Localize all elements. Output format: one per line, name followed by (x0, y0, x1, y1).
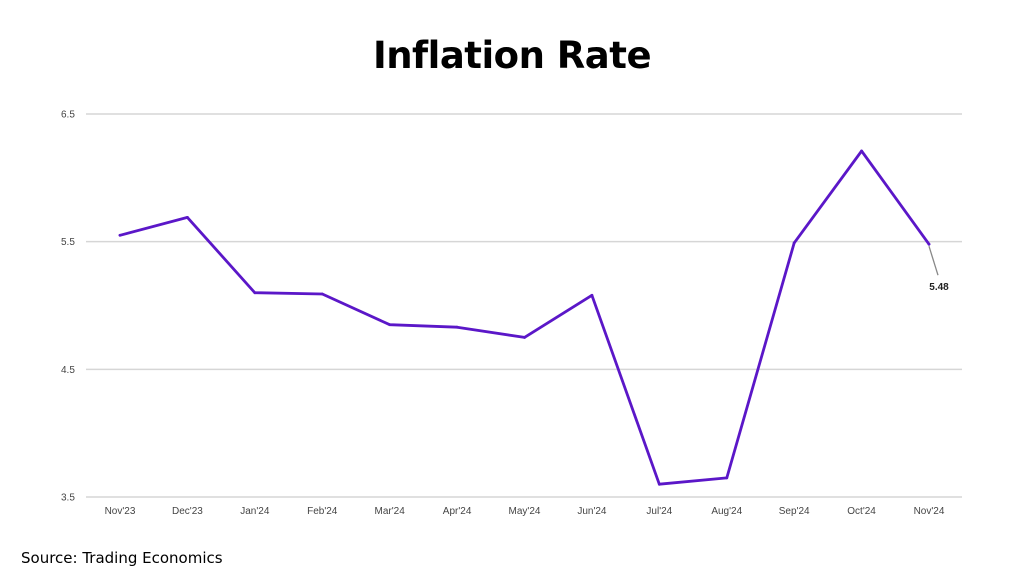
x-tick-label: Dec'23 (172, 506, 203, 517)
y-tick-label: 5.5 (61, 237, 75, 248)
x-tick-label: Jun'24 (577, 506, 607, 517)
gridlines (86, 113, 962, 498)
data-point (657, 482, 661, 486)
data-point (860, 149, 863, 153)
x-tick-label: Jan'24 (240, 506, 270, 517)
data-label: 5.48 (929, 282, 949, 293)
data-point (523, 336, 526, 339)
x-tick-label: Jul'24 (646, 506, 672, 517)
data-point (186, 216, 189, 219)
x-tick-label: Apr'24 (443, 506, 472, 517)
x-axis-ticks: Nov'23 Dec'23 Jan'24 Feb'24 Mar'24 Apr'24 May'… (105, 506, 945, 517)
annotations: 5.48 (928, 246, 949, 293)
source-note: Source: Trading Economics (21, 549, 223, 567)
data-point (927, 242, 931, 246)
x-tick-label: Nov'23 (105, 506, 136, 517)
data-point (590, 293, 594, 297)
x-tick-label: Aug'24 (711, 506, 742, 517)
x-tick-label: May'24 (509, 506, 541, 517)
y-tick-label: 4.5 (61, 365, 75, 376)
series-line (118, 149, 931, 486)
data-point (792, 241, 796, 245)
y-axis-ticks: 3.5 4.5 5.5 6.5 (61, 110, 75, 504)
y-tick-label: 3.5 (61, 493, 75, 504)
data-point (388, 323, 392, 327)
data-point (253, 291, 257, 295)
data-point (320, 292, 324, 296)
y-tick-label: 6.5 (61, 110, 75, 121)
data-point (725, 476, 729, 480)
x-tick-label: Feb'24 (307, 506, 338, 517)
chart-title: Inflation Rate (372, 34, 652, 77)
x-tick-label: Nov'24 (914, 506, 945, 517)
data-point (455, 325, 459, 329)
annotation-leader (928, 246, 939, 276)
x-tick-label: Mar'24 (375, 506, 406, 517)
x-tick-label: Sep'24 (779, 506, 810, 517)
x-tick-label: Oct'24 (847, 506, 876, 517)
data-point (118, 233, 122, 237)
series (118, 149, 931, 486)
